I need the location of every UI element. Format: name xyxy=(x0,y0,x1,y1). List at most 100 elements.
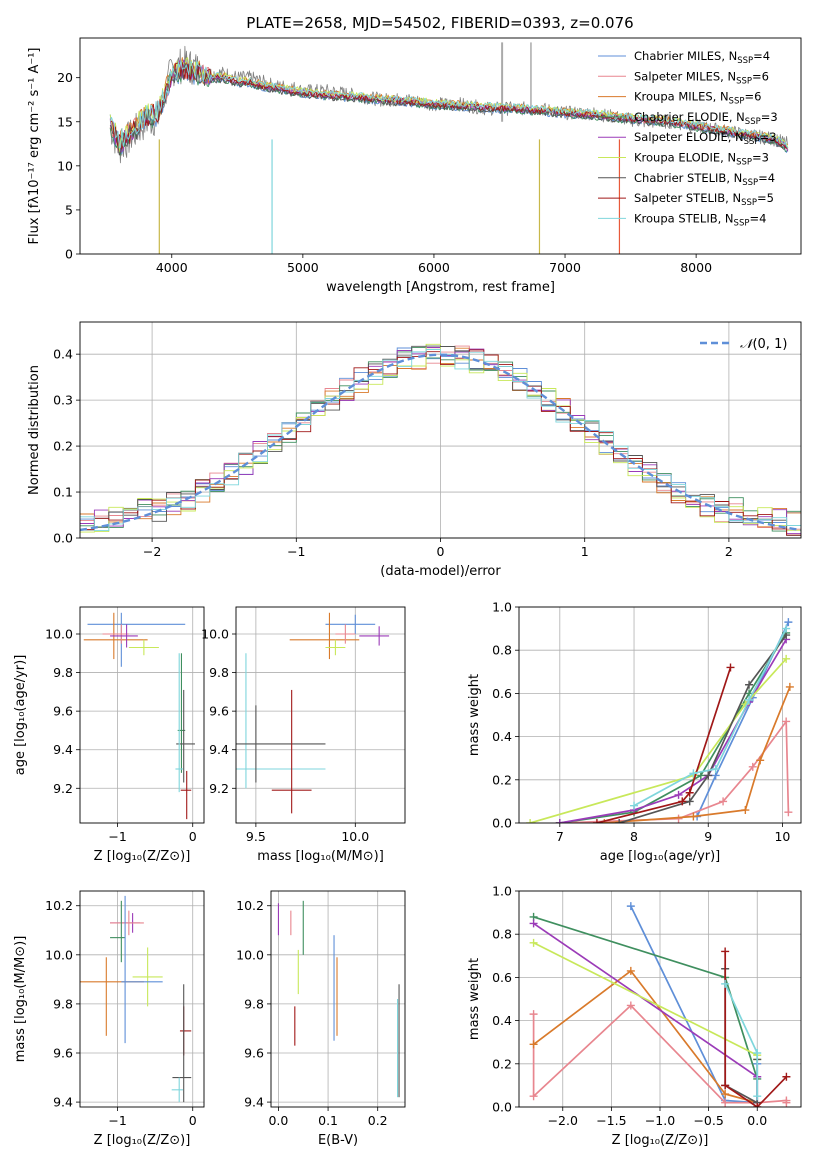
x-tick-label: 4000 xyxy=(156,260,188,275)
x-tick-label: 5000 xyxy=(287,260,319,275)
y-tick-label: 0.2 xyxy=(53,439,73,454)
y-tick-label: 0.6 xyxy=(492,686,512,701)
y-tick-label: 9.6 xyxy=(209,704,229,719)
y-tick-label: 9.4 xyxy=(53,1095,73,1110)
axes-frame xyxy=(79,890,205,1108)
weight-point xyxy=(529,938,538,947)
x-tick-label: 0.0 xyxy=(747,1113,767,1128)
weight-point xyxy=(615,819,624,823)
weight-point xyxy=(555,819,564,823)
y-tick-label: 10 xyxy=(57,158,73,173)
weight-point xyxy=(630,801,639,810)
weight-point xyxy=(782,717,791,726)
y-axis-label: Normed distribution xyxy=(27,365,42,495)
weight-point xyxy=(674,790,683,799)
weight-point xyxy=(741,806,750,815)
weight-point xyxy=(674,814,683,823)
y-tick-label: 0.0 xyxy=(492,1100,512,1115)
weight-line-8 xyxy=(724,983,759,1097)
legend-label: Salpeter ELODIE, NSSP=3 xyxy=(634,130,777,147)
y-axis-label: mass [log₁₀(M/M⊙)] xyxy=(13,936,28,1063)
y-axis-label: age [log₁₀(age/yr)] xyxy=(13,655,28,776)
y-axis-label: Flux [fλ10⁻¹⁷ erg cm⁻² s⁻¹ A⁻¹] xyxy=(27,48,42,245)
weight-point xyxy=(685,788,694,797)
y-tick-label: 9.8 xyxy=(53,665,73,680)
model-line-8 xyxy=(109,60,789,149)
weight-point xyxy=(782,1098,791,1107)
panel-age-vs-mass: 9.5 10.0 9.2 9.4 9.6 9.8 10.0 mass [log₁₀(M/M⊙)… xyxy=(201,606,406,864)
weight-line-8 xyxy=(633,628,787,807)
weight-point xyxy=(711,765,720,773)
weight-line-4 xyxy=(533,922,759,1103)
weight-line-0 xyxy=(630,905,759,1104)
weight-point xyxy=(626,902,635,911)
y-tick-label: 15 xyxy=(57,114,73,129)
y-tick-label: 5 xyxy=(65,202,73,217)
x-tick-label: 10 xyxy=(774,829,790,844)
y-tick-label: 0.6 xyxy=(492,970,512,985)
axes-frame xyxy=(518,606,802,824)
weight-point xyxy=(721,947,730,956)
plot-area-spectrum xyxy=(109,42,789,254)
weight-point xyxy=(721,1098,730,1107)
residual-legend: 𝒩(0, 1) xyxy=(700,337,787,352)
panel-residual-distribution: −2 −1 0 1 2 0.0 0.1 0.2 0.3 0.4 (data-model)/error… xyxy=(27,321,802,579)
x-tick-label: 0.1 xyxy=(318,1113,338,1128)
weight-line-6 xyxy=(724,968,759,1104)
x-axis-label: Z [log₁₀(Z/Z⊙)] xyxy=(94,1133,191,1148)
weight-point xyxy=(689,812,698,821)
plot-area-age-vs-metallicity xyxy=(83,612,195,820)
legend-label: Chabrier ELODIE, NSSP=3 xyxy=(634,110,778,127)
legend-label: Salpeter STELIB, NSSP=5 xyxy=(634,191,774,208)
y-tick-label: 0.8 xyxy=(492,927,512,942)
y-tick-label: 9.4 xyxy=(209,742,229,757)
figure-title: PLATE=2658, MJD=54502, FIBERID=0393, z=0… xyxy=(246,14,633,32)
x-tick-label: 2 xyxy=(725,544,733,559)
weight-line-5 xyxy=(529,658,787,823)
panel-mass-vs-extinction: 0.0 0.1 0.2 9.4 9.6 9.8 10.0 10.2 E(B-V) xyxy=(236,890,406,1148)
x-tick-label: 7 xyxy=(556,829,564,844)
weight-point xyxy=(529,919,538,928)
y-tick-label: 0 xyxy=(65,247,73,262)
y-tick-label: 9.2 xyxy=(209,781,229,796)
weight-line-5 xyxy=(533,942,759,1060)
plot-area-mass-weight-vs-age xyxy=(526,618,794,823)
y-tick-label: 10.0 xyxy=(236,947,264,962)
x-axis-label: mass [log₁₀(M/M⊙)] xyxy=(257,849,384,864)
y-tick-label: 10.2 xyxy=(45,898,73,913)
histogram-step-6 xyxy=(80,345,801,536)
y-tick-label: 0.4 xyxy=(492,1013,512,1028)
y-tick-label: 9.6 xyxy=(244,1046,264,1061)
x-tick-label: −1 xyxy=(287,544,305,559)
legend-label: 𝒩(0, 1) xyxy=(740,337,787,352)
x-tick-label: −1.0 xyxy=(645,1113,675,1128)
plot-area-residual-distribution xyxy=(80,343,801,536)
legend-label: Kroupa MILES, NSSP=6 xyxy=(634,90,761,107)
x-tick-label: −1.5 xyxy=(596,1113,626,1128)
weight-point xyxy=(721,1090,730,1099)
weight-point xyxy=(721,1081,730,1090)
axes-frame xyxy=(518,890,802,1108)
weight-point xyxy=(756,756,765,765)
weight-point xyxy=(529,1040,538,1049)
weight-point xyxy=(784,618,793,627)
x-tick-label: −1 xyxy=(108,829,126,844)
weight-point xyxy=(745,695,754,704)
weight-point xyxy=(526,819,535,823)
y-tick-label: 10.0 xyxy=(45,627,73,642)
x-tick-label: 0 xyxy=(189,829,197,844)
legend-label: Kroupa ELODIE, NSSP=3 xyxy=(634,151,769,168)
x-axis-label: age [log₁₀(age/yr)] xyxy=(600,849,721,864)
y-tick-label: 0.4 xyxy=(492,729,512,744)
panel-mass-vs-metallicity: −1 0 9.4 9.6 9.8 10.0 10.2 Z [log₁₀(Z/Z⊙)] mass … xyxy=(13,890,205,1148)
x-tick-label: 0 xyxy=(189,1113,197,1128)
x-tick-label: 0.0 xyxy=(268,1113,288,1128)
weight-line-2 xyxy=(604,686,791,823)
weight-line-2 xyxy=(533,970,758,1104)
weight-point xyxy=(704,771,713,780)
legend-label: Chabrier MILES, NSSP=4 xyxy=(634,49,770,66)
weight-point xyxy=(685,797,694,806)
y-tick-label: 9.6 xyxy=(53,704,73,719)
y-tick-label: 9.2 xyxy=(53,781,73,796)
